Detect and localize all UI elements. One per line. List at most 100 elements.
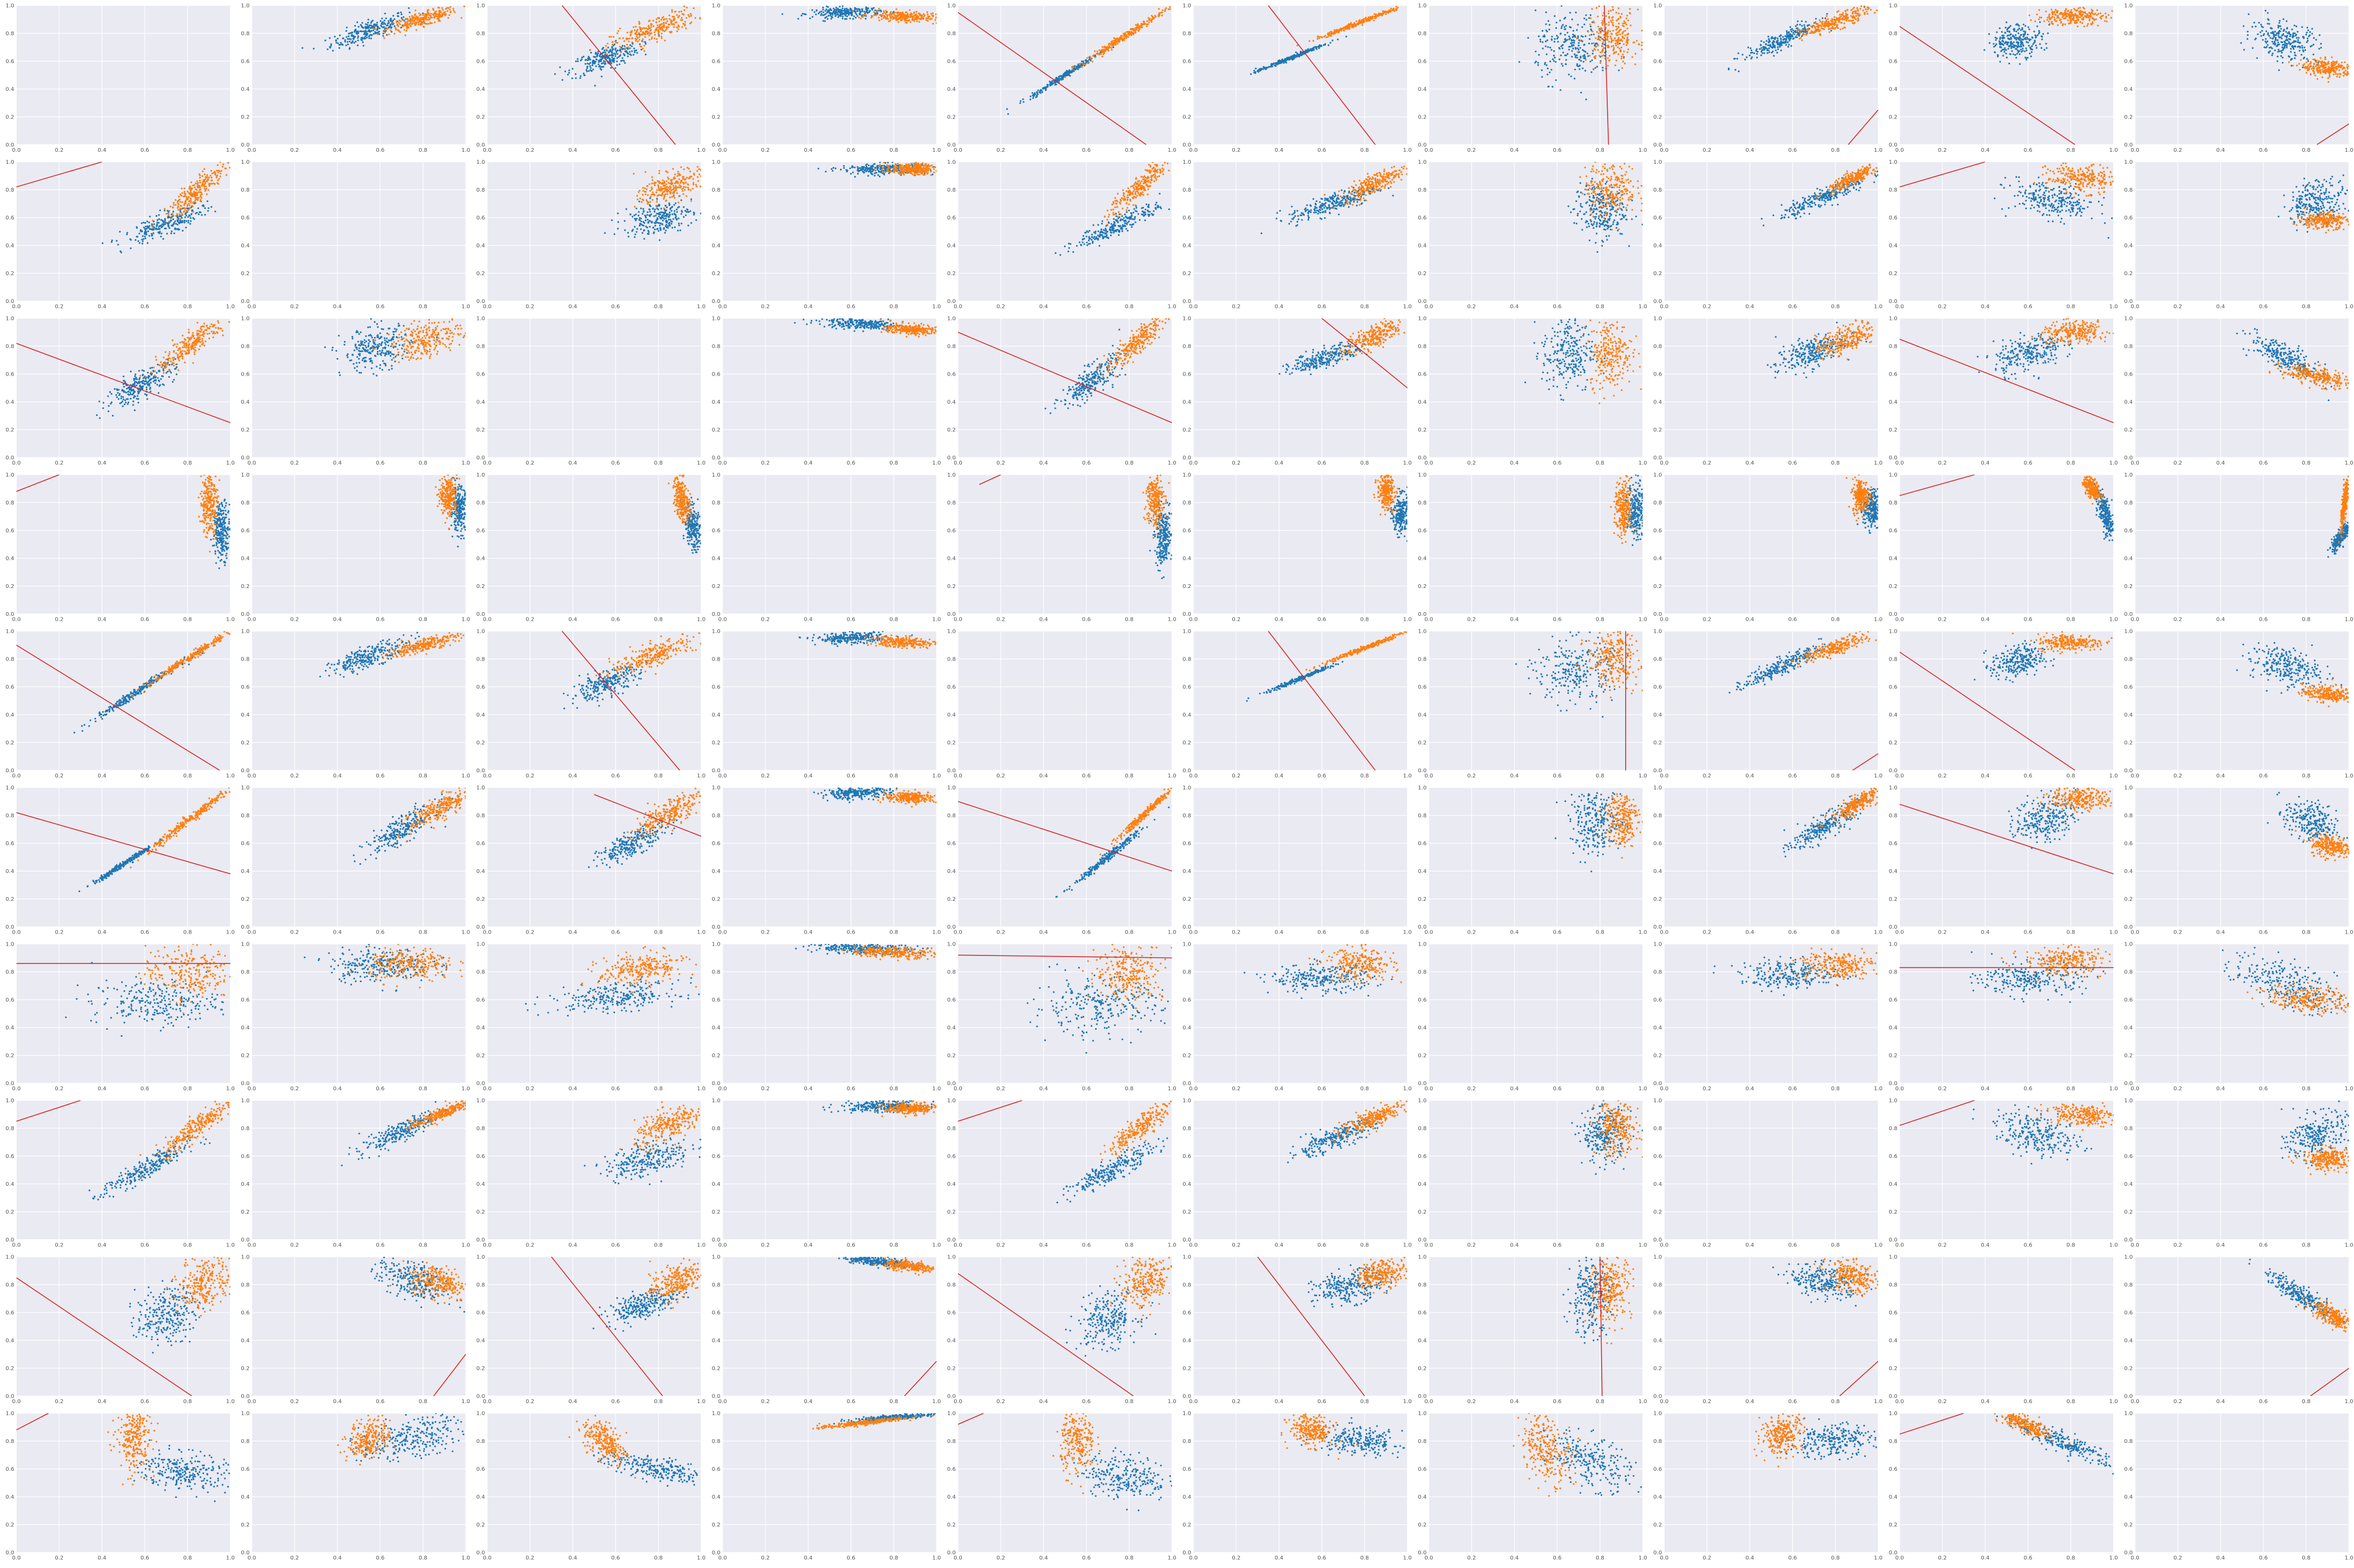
scatter-point	[2343, 75, 2345, 77]
scatter-point	[2307, 58, 2309, 61]
scatter-point	[411, 16, 414, 18]
scatter-point	[884, 16, 886, 18]
scatter-point	[349, 32, 352, 34]
scatter-point	[672, 23, 674, 25]
scatter-point	[2027, 41, 2029, 44]
scatter-point	[2002, 40, 2005, 43]
scatter-point	[1285, 60, 1287, 62]
scatter-point	[424, 14, 426, 16]
scatter-point	[404, 34, 407, 37]
scatter-point	[927, 16, 929, 19]
scatter-point	[616, 49, 619, 51]
scatter-point	[2269, 37, 2272, 39]
scatter-point	[1823, 24, 1826, 26]
scatter-point	[2267, 22, 2269, 25]
scatter-point	[2025, 47, 2027, 50]
scatter-point	[590, 51, 592, 54]
x-tick-label: 0.8	[1125, 147, 1133, 153]
scatter-point	[1328, 33, 1330, 35]
scatter-point	[564, 70, 566, 73]
scatter-point	[646, 31, 649, 33]
scatter-point	[872, 7, 875, 9]
scatter-point	[382, 23, 384, 25]
scatter-point	[688, 15, 690, 17]
scatter-point	[648, 27, 650, 29]
scatter-point	[2319, 34, 2321, 36]
scatter-point	[2308, 35, 2310, 37]
scatter-point	[2082, 7, 2084, 9]
scatter-point	[1550, 38, 1553, 40]
scatter-point	[580, 60, 582, 62]
scatter-point	[2271, 47, 2273, 50]
scatter-point	[623, 45, 626, 47]
scatter-point	[2255, 25, 2257, 28]
scatter-point	[1086, 62, 1089, 64]
scatter-point	[1763, 41, 1765, 43]
scatter-point	[811, 16, 813, 18]
scatter-point	[874, 9, 876, 11]
scatter-point	[1773, 41, 1775, 43]
scatter-point	[1562, 65, 1564, 67]
scatter-point	[2053, 11, 2055, 14]
scatter-point	[2042, 33, 2044, 35]
x-tick-label: 0.6	[1317, 147, 1326, 153]
scatter-point	[2329, 72, 2331, 74]
scatter-point	[2107, 14, 2109, 16]
panel-background	[2135, 5, 2349, 145]
scatter-point	[1318, 37, 1321, 39]
scatter-point	[1798, 38, 1800, 40]
scatter-point	[592, 68, 595, 70]
fit-line	[561, 5, 676, 145]
scatter-point	[859, 13, 861, 15]
scatter-point	[1578, 58, 1581, 61]
scatter-point	[816, 9, 818, 11]
scatter-point	[446, 7, 448, 9]
scatter-point	[642, 38, 644, 40]
scatter-point	[412, 20, 414, 22]
scatter-point	[1599, 39, 1601, 41]
scatter-point	[2096, 9, 2099, 11]
scatter-point	[396, 15, 399, 17]
y-tick-label: 0.2	[1418, 115, 1426, 121]
scatter-point	[911, 17, 913, 20]
scatter-point	[913, 19, 915, 21]
scatter-point	[1354, 23, 1357, 26]
scatter-point	[624, 47, 626, 49]
scatter-point	[1787, 32, 1790, 34]
scatter-point	[1821, 27, 1823, 29]
scatter-point	[1596, 66, 1598, 68]
scatter-point	[406, 29, 408, 32]
scatter-point	[666, 28, 668, 30]
scatter-point	[2077, 19, 2079, 21]
scatter-point	[1290, 58, 1292, 60]
scatter-point	[616, 57, 619, 59]
scatter-point	[2004, 51, 2006, 53]
scatter-point	[1625, 17, 1627, 20]
scatter-point	[2069, 17, 2072, 20]
scatter-point	[158, 214, 160, 216]
scatter-point	[1760, 47, 1762, 49]
scatter-point	[1351, 26, 1353, 28]
scatter-point	[1816, 30, 1818, 32]
scatter-point	[658, 20, 661, 22]
scatter-point	[1566, 32, 1568, 34]
scatter-point	[348, 33, 350, 35]
scatter-point	[1565, 59, 1567, 61]
scatter-point	[427, 22, 430, 25]
scatter-point	[1559, 47, 1561, 50]
scatter-point	[1105, 46, 1107, 49]
scatter-point	[588, 63, 590, 65]
scatter-point	[1612, 19, 1614, 21]
scatter-point	[1381, 14, 1383, 16]
scatter-point	[1627, 19, 1629, 22]
scatter-point	[1641, 49, 1643, 51]
scatter-point	[2313, 37, 2315, 39]
scatter-point	[2055, 10, 2058, 13]
scatter-point	[350, 35, 353, 37]
scatter-point	[1820, 34, 1822, 37]
scatter-point	[587, 56, 590, 58]
scatter-point	[418, 17, 420, 20]
scatter-point	[2007, 47, 2010, 50]
scatter-point	[635, 31, 638, 33]
scatter-point	[1368, 16, 1370, 19]
